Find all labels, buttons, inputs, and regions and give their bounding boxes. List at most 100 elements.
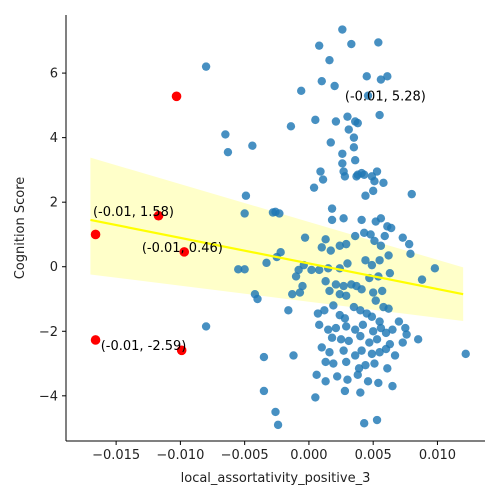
data-point <box>329 301 338 310</box>
data-point <box>325 286 334 296</box>
data-point <box>338 159 347 168</box>
data-point <box>341 239 351 249</box>
data-point <box>372 415 382 425</box>
data-point <box>359 228 369 238</box>
data-point <box>312 370 321 380</box>
data-point <box>298 281 307 291</box>
y-axis-label: Cognition Score <box>13 177 28 280</box>
data-point <box>309 183 319 192</box>
data-point <box>321 377 330 386</box>
data-point <box>327 333 337 342</box>
highlighted-point <box>90 229 101 240</box>
data-point <box>398 338 407 347</box>
data-point <box>371 296 380 305</box>
highlighted-point <box>179 247 190 257</box>
data-point <box>350 156 360 165</box>
data-point <box>370 359 379 368</box>
data-point <box>365 338 374 347</box>
data-point <box>386 223 396 233</box>
data-point <box>341 322 351 331</box>
data-point <box>370 177 379 186</box>
y-tick-label: −2 <box>39 325 58 340</box>
data-point <box>350 351 360 360</box>
y-tick-label: 6 <box>50 67 58 82</box>
data-point <box>288 289 297 299</box>
data-point <box>367 312 377 321</box>
point-annotation: (-0.01, 1.58) <box>93 205 174 220</box>
y-tick-label: 4 <box>50 131 58 146</box>
data-point <box>221 130 230 139</box>
data-point <box>343 259 352 268</box>
data-point <box>361 360 370 370</box>
data-point <box>375 348 384 357</box>
data-point <box>300 233 310 242</box>
data-point <box>325 348 334 357</box>
data-point <box>376 241 386 250</box>
data-point <box>340 386 350 396</box>
data-point <box>372 335 382 344</box>
data-point <box>385 268 395 278</box>
data-point <box>344 336 353 346</box>
data-point <box>401 323 410 333</box>
data-point <box>321 235 330 244</box>
data-point <box>430 264 440 273</box>
data-point <box>335 289 344 299</box>
data-point <box>331 117 341 126</box>
data-point <box>357 168 366 178</box>
data-point <box>240 209 249 218</box>
data-point <box>366 230 375 239</box>
data-point <box>374 378 383 388</box>
data-point <box>340 314 350 323</box>
highlighted-point <box>90 335 101 345</box>
confidence-band <box>90 157 464 321</box>
data-point <box>240 265 249 274</box>
data-point <box>357 346 366 355</box>
data-point <box>390 351 400 360</box>
data-point <box>404 239 414 249</box>
data-point <box>388 381 397 391</box>
data-point <box>413 335 423 344</box>
data-point <box>384 304 393 313</box>
data-point <box>314 41 324 50</box>
data-point <box>317 343 326 352</box>
data-point <box>343 375 352 384</box>
point-annotation: (-0.01, -2.59) <box>101 339 187 354</box>
data-point <box>376 214 386 223</box>
data-point <box>330 81 339 91</box>
data-point <box>259 386 269 396</box>
confidence-band-layer <box>90 157 464 321</box>
data-point <box>368 288 378 297</box>
data-point <box>361 191 370 200</box>
y-tick-label: 0 <box>50 260 58 275</box>
data-point <box>341 291 351 300</box>
data-point <box>361 256 370 265</box>
data-point <box>259 352 269 362</box>
data-point <box>357 215 366 225</box>
data-point <box>356 306 365 315</box>
data-point <box>356 388 365 397</box>
data-point <box>326 138 335 147</box>
data-point <box>384 251 393 260</box>
data-point <box>275 209 284 218</box>
data-point <box>349 133 359 142</box>
x-tick-label: −0.005 <box>221 448 269 463</box>
data-point <box>383 72 392 81</box>
data-point <box>347 39 356 49</box>
data-point <box>329 359 338 368</box>
data-point <box>368 327 378 336</box>
data-point <box>331 323 341 333</box>
data-point <box>234 265 243 274</box>
data-point <box>339 281 348 291</box>
point-annotation: (-0.01, 5.28) <box>345 89 426 104</box>
data-point <box>323 325 333 334</box>
data-point <box>318 175 328 184</box>
data-point <box>367 349 377 359</box>
data-point <box>335 241 344 250</box>
data-point <box>313 309 323 318</box>
data-point <box>327 215 337 225</box>
data-point <box>368 186 378 196</box>
data-point <box>339 346 348 355</box>
data-point <box>273 420 283 430</box>
data-point <box>375 256 384 265</box>
